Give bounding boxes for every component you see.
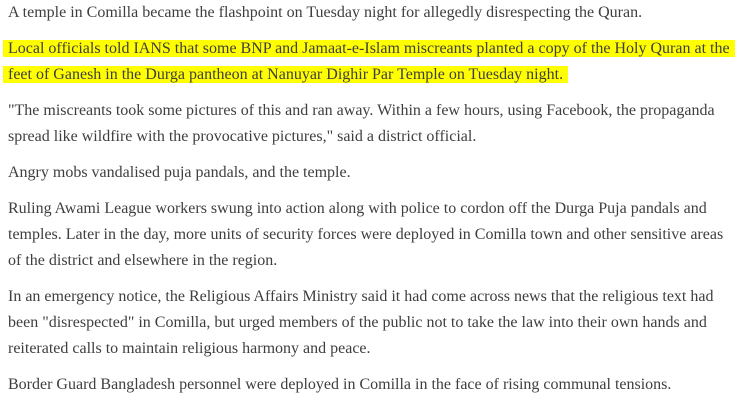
article-paragraph: Angry mobs vandalised puja pandals, and …: [8, 164, 351, 181]
paragraph-list: A temple in Comilla became the flashpoin…: [3, 0, 738, 398]
article-paragraph: "The miscreants took some pictures of th…: [8, 102, 715, 145]
article-paragraph: A temple in Comilla became the flashpoin…: [8, 4, 643, 21]
article-paragraph: Ruling Awami League workers swung into a…: [8, 200, 724, 269]
article-paragraph: In an emergency notice, the Religious Af…: [8, 288, 714, 357]
highlighted-text: Local officials told IANS that some BNP …: [3, 40, 735, 83]
article-paragraph-highlighted: Local officials told IANS that some BNP …: [3, 36, 738, 88]
article-paragraph: Border Guard Bangladesh personnel were d…: [8, 376, 672, 393]
